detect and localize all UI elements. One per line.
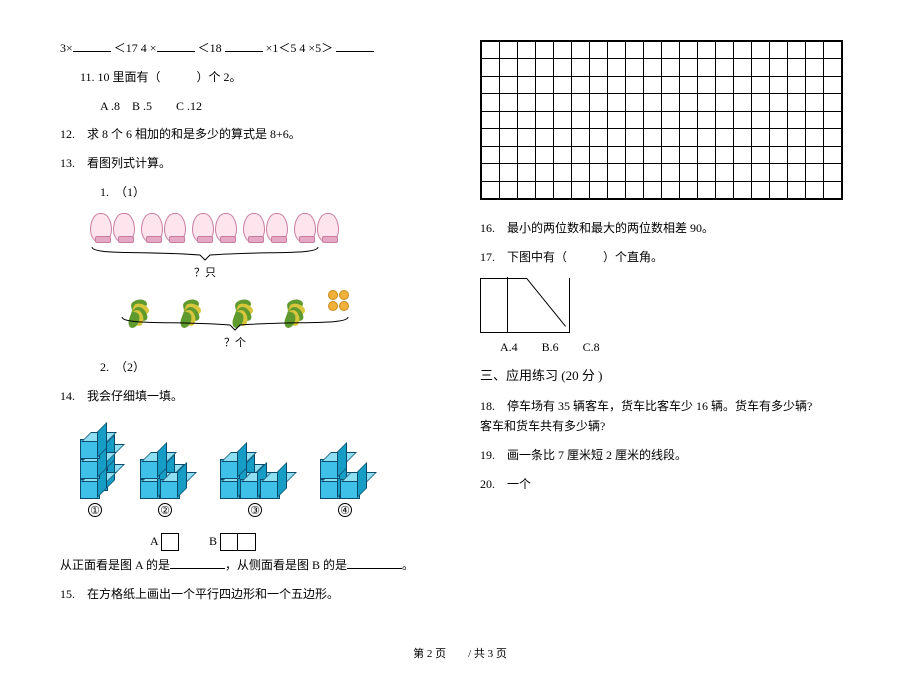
left-column: 3× ＜17 4 × ＜18 ×1＜5 4 ×5＞ 11. 10 里面有（ ）个…: [60, 40, 440, 614]
mitten-brace: ？只: [90, 245, 320, 281]
blank: [170, 557, 225, 569]
q14: 14. 我会仔细填一填。: [60, 388, 440, 405]
blank: [336, 40, 374, 52]
brace-icon: [90, 245, 320, 261]
q11: 11. 10 里面有（ ）个 2。: [60, 69, 440, 86]
square-icon: [161, 533, 179, 551]
q17-choices: A.4 B.6 C.8: [480, 339, 860, 356]
page-footer: 第 2 页 / 共 3 页: [0, 645, 920, 661]
mitten-brace-label: ？只: [90, 266, 320, 281]
cubes-figure: ①②③④: [60, 417, 440, 523]
q16: 16. 最小的两位数和最大的两位数相差 90。: [480, 220, 860, 237]
q18a: 18. 停车场有 35 辆客车，货车比客车少 16 辆。货车有多少辆?: [480, 398, 860, 415]
right-column: 16. 最小的两位数和最大的两位数相差 90。 17. 下图中有（ ）个直角。 …: [480, 40, 860, 614]
q12: 12. 求 8 个 6 相加的和是多少的算式是 8+6。: [60, 126, 440, 143]
q13-1: 1. （1）: [60, 184, 440, 201]
blank: [157, 40, 195, 52]
blank: [225, 40, 263, 52]
expr-p1: 3×: [60, 41, 73, 55]
q13-2: 2. （2）: [60, 359, 440, 376]
brace-icon: [120, 315, 350, 331]
basket-brace-label: ？个: [120, 336, 350, 351]
ab-a: A: [150, 533, 179, 551]
angle-figure: [480, 278, 570, 333]
expr-p4: ×1＜5 4 ×5＞: [266, 41, 334, 55]
mitten-figure: [60, 213, 440, 243]
grid-table: [481, 41, 842, 199]
basket-brace: ？个: [120, 315, 350, 351]
square-icon: [220, 533, 238, 551]
q11-choices: A .8 B .5 C .12: [60, 98, 440, 115]
q13: 13. 看图列式计算。: [60, 155, 440, 172]
ab-row: A B: [60, 533, 440, 551]
basket-figure: [60, 289, 440, 313]
expr-p2: ＜17 4 ×: [114, 41, 157, 55]
section-3-title: 三、应用练习 (20 分 ): [480, 367, 860, 385]
square-icon: [238, 533, 256, 551]
q18b: 客车和货车共有多少辆?: [480, 418, 860, 435]
blank: [347, 557, 402, 569]
expr-line: 3× ＜17 4 × ＜18 ×1＜5 4 ×5＞: [60, 40, 440, 57]
blank: [73, 40, 111, 52]
q17: 17. 下图中有（ ）个直角。: [480, 249, 860, 266]
q20: 20. 一个: [480, 476, 860, 493]
grid-figure: [480, 40, 843, 200]
q15: 15. 在方格纸上画出一个平行四边形和一个五边形。: [60, 586, 440, 603]
q14-text: 从正面看是图 A 的是，从侧面看是图 B 的是。: [60, 557, 440, 574]
q19: 19. 画一条比 7 厘米短 2 厘米的线段。: [480, 447, 860, 464]
ab-b: B: [209, 533, 256, 551]
expr-p3: ＜18: [198, 41, 222, 55]
